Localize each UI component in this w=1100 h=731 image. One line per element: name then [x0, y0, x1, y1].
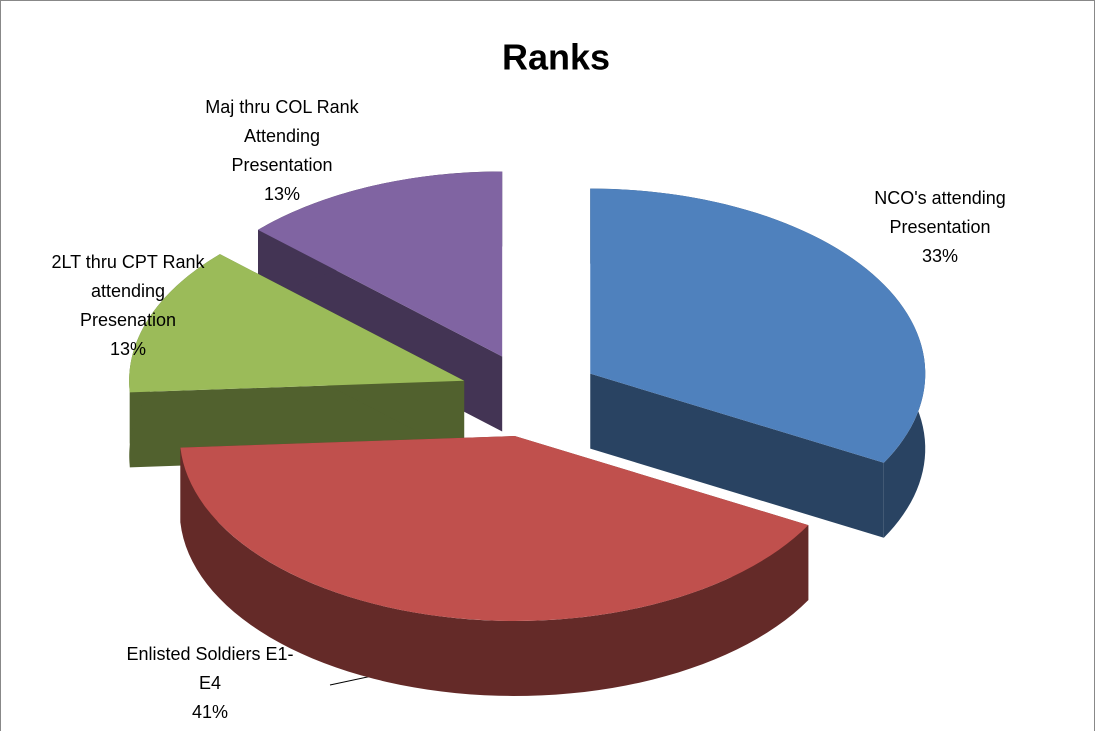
value-label: 13%	[263, 184, 301, 204]
slice-wall	[180, 447, 809, 696]
data-label: NCO's attending Presentation 33%	[850, 184, 1030, 271]
pie-slice	[257, 171, 503, 357]
data-label: Maj thru COL Rank Attending Presentation…	[195, 93, 370, 209]
pie-slice	[590, 188, 926, 463]
pie-slice	[180, 435, 809, 621]
category-label: 2LT thru CPT Rank attending Presenation	[51, 252, 205, 330]
data-label: Enlisted Soldiers E1-E4 41%	[124, 640, 296, 727]
chart-title: Ranks	[502, 37, 610, 78]
value-label: 41%	[191, 702, 229, 722]
category-label: Maj thru COL Rank Attending Presentation	[205, 97, 359, 175]
category-label: NCO's attending Presentation	[874, 188, 1006, 237]
value-label: 33%	[921, 246, 959, 266]
data-label: 2LT thru CPT Rank attending Presenation 1…	[46, 248, 211, 364]
pie-slice	[129, 254, 465, 393]
slice-side	[590, 373, 884, 538]
value-label: 13%	[109, 339, 147, 359]
category-label: Enlisted Soldiers E1-E4	[126, 644, 294, 693]
